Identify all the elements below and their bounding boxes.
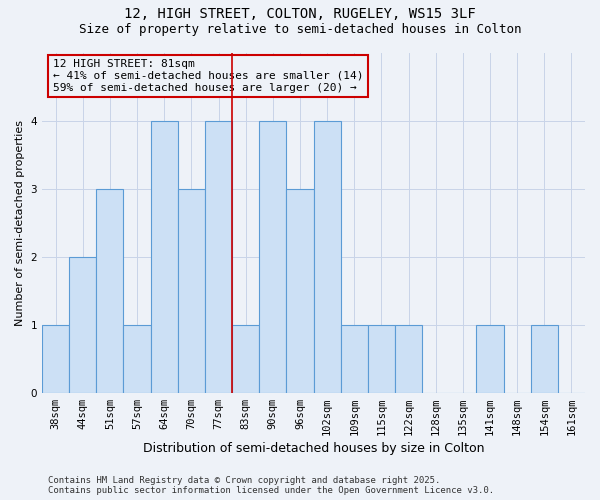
Bar — [341, 324, 368, 392]
Bar — [259, 120, 286, 392]
Bar — [232, 324, 259, 392]
Bar — [314, 120, 341, 392]
Bar — [69, 256, 97, 392]
Y-axis label: Number of semi-detached properties: Number of semi-detached properties — [15, 120, 25, 326]
Bar — [151, 120, 178, 392]
Bar — [368, 324, 395, 392]
Text: 12, HIGH STREET, COLTON, RUGELEY, WS15 3LF: 12, HIGH STREET, COLTON, RUGELEY, WS15 3… — [124, 8, 476, 22]
Text: Size of property relative to semi-detached houses in Colton: Size of property relative to semi-detach… — [79, 22, 521, 36]
Bar — [531, 324, 558, 392]
Bar — [205, 120, 232, 392]
Bar — [476, 324, 503, 392]
Bar — [42, 324, 69, 392]
Bar — [178, 188, 205, 392]
Bar — [97, 188, 124, 392]
Bar — [124, 324, 151, 392]
Bar — [286, 188, 314, 392]
X-axis label: Distribution of semi-detached houses by size in Colton: Distribution of semi-detached houses by … — [143, 442, 484, 455]
Text: Contains HM Land Registry data © Crown copyright and database right 2025.
Contai: Contains HM Land Registry data © Crown c… — [48, 476, 494, 495]
Text: 12 HIGH STREET: 81sqm
← 41% of semi-detached houses are smaller (14)
59% of semi: 12 HIGH STREET: 81sqm ← 41% of semi-deta… — [53, 60, 364, 92]
Bar — [395, 324, 422, 392]
